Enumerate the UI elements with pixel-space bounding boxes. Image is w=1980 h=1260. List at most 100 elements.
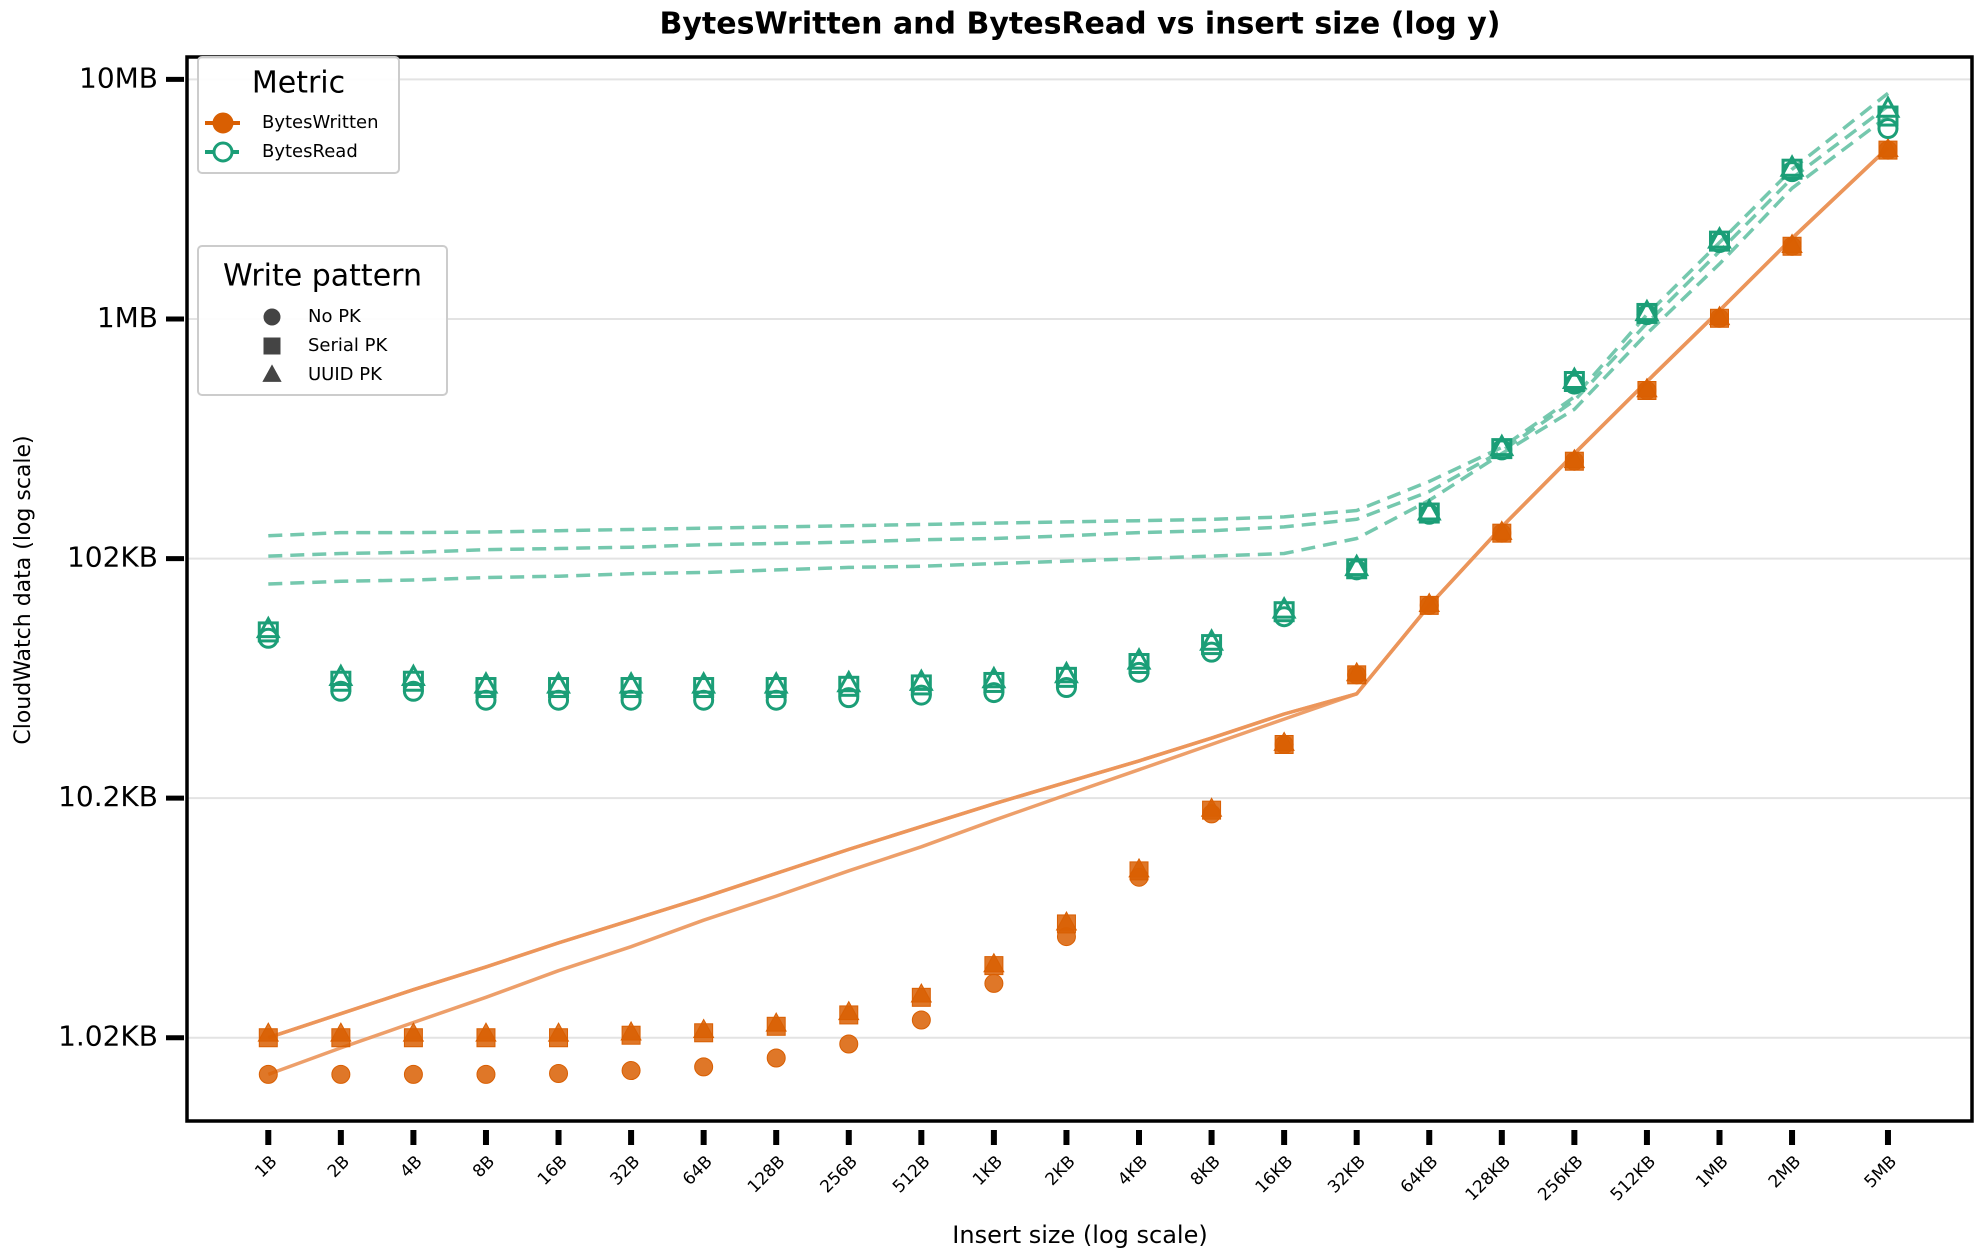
legend-swatch [263, 308, 281, 326]
x-tick-label: 64KB [1397, 1152, 1443, 1198]
marker [547, 1022, 570, 1042]
marker [620, 1020, 642, 1041]
x-tick-label: 8KB [1187, 1152, 1225, 1190]
x-tick-label: 256KB [1534, 1152, 1587, 1205]
marker [1345, 661, 1368, 682]
marker [1707, 225, 1732, 249]
x-tick-label: 1B [251, 1152, 281, 1182]
y-tick-label: 102KB [67, 541, 158, 574]
marker [546, 671, 571, 694]
y-tick-label: 1MB [97, 301, 158, 334]
legend-box [197, 56, 400, 174]
marker [1200, 797, 1223, 817]
marker [691, 671, 717, 694]
marker [1875, 95, 1901, 118]
marker [692, 1018, 715, 1038]
legend-box [197, 245, 448, 396]
marker [981, 665, 1007, 689]
marker [1563, 448, 1586, 469]
marker [1491, 520, 1513, 540]
marker [1271, 596, 1297, 619]
legend-swatch [262, 364, 282, 382]
marker [473, 671, 499, 694]
x-tick-label: 32KB [1324, 1152, 1370, 1198]
marker [402, 1022, 425, 1042]
marker [1877, 118, 1899, 140]
y-tick-label: 10MB [79, 61, 158, 94]
marker [1055, 910, 1078, 931]
marker [1636, 377, 1658, 398]
x-axis-title: Insert size (log scale) [952, 1221, 1207, 1249]
marker [1418, 592, 1440, 612]
marker [765, 1012, 787, 1032]
marker [836, 669, 862, 693]
marker [475, 689, 497, 711]
chart-title: BytesWritten and BytesRead vs insert siz… [660, 7, 1501, 42]
marker [1561, 366, 1587, 390]
marker [620, 689, 642, 711]
legend-swatch [212, 141, 234, 163]
marker [1877, 137, 1899, 158]
marker [1273, 601, 1295, 623]
legend-label: Serial PK [308, 335, 389, 356]
x-tick-label: 2MB [1765, 1152, 1805, 1192]
legend-label: No PK [308, 306, 362, 327]
marker [1781, 233, 1803, 253]
plot-frame [185, 55, 1974, 1123]
x-tick-label: 1KB [969, 1152, 1007, 1190]
marker [766, 1048, 786, 1068]
marker [908, 668, 934, 691]
marker [1128, 857, 1150, 878]
marker [255, 615, 281, 639]
series-line [268, 114, 1890, 586]
marker [1416, 497, 1442, 521]
marker [258, 1064, 278, 1084]
series-line [267, 146, 1890, 1077]
series-line [268, 104, 1890, 558]
marker [476, 1064, 496, 1084]
series-line [268, 91, 1890, 538]
marker [984, 973, 1004, 993]
marker [257, 621, 279, 643]
marker [693, 689, 715, 711]
marker [1634, 298, 1660, 322]
x-tick-label: 128B [744, 1152, 789, 1197]
x-tick-label: 8B [469, 1152, 499, 1182]
marker [838, 687, 860, 709]
legend-label: BytesRead [262, 141, 358, 162]
marker [910, 982, 933, 1003]
x-tick-label: 256B [816, 1152, 861, 1197]
marker [1054, 660, 1079, 684]
y-tick-label: 1.02KB [58, 1020, 158, 1053]
y-axis-title: CloudWatch data (log scale) [11, 435, 36, 744]
marker [911, 1010, 931, 1030]
y-tick-label: 10.2KB [58, 780, 158, 813]
x-tick-label: 1MB [1692, 1152, 1732, 1192]
marker [549, 1064, 569, 1084]
marker [694, 1057, 714, 1077]
marker [475, 1022, 497, 1042]
marker [400, 663, 426, 687]
marker [763, 671, 789, 694]
x-tick-label: 64B [679, 1152, 717, 1190]
marker [1199, 628, 1225, 651]
legend-label: UUID PK [308, 364, 383, 385]
x-tick-label: 512KB [1607, 1152, 1660, 1205]
marker [839, 1034, 859, 1054]
marker [983, 952, 1005, 973]
marker [1344, 553, 1370, 577]
x-tick-label: 32B [606, 1152, 644, 1190]
marker [330, 1022, 352, 1042]
x-tick-label: 512B [889, 1152, 934, 1197]
marker [1708, 305, 1731, 326]
marker [1273, 731, 1295, 751]
marker [1489, 433, 1515, 457]
legend-swatch [212, 112, 234, 134]
x-tick-label: 4KB [1114, 1152, 1152, 1190]
marker [548, 689, 570, 711]
x-tick-label: 4B [396, 1152, 426, 1182]
x-tick-label: 16KB [1252, 1152, 1298, 1198]
marker [618, 671, 644, 694]
marker [765, 689, 787, 711]
